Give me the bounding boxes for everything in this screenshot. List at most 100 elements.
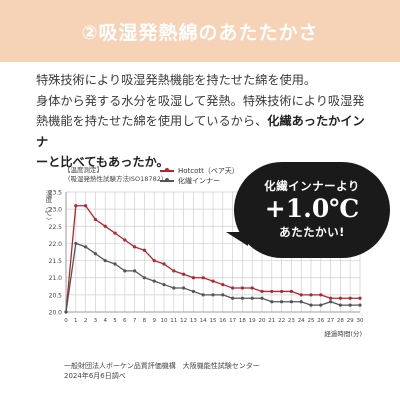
data-point-synthetic bbox=[289, 300, 293, 304]
source-line-2: 2024年6月6日調べ bbox=[64, 372, 126, 380]
data-point-hotcott bbox=[93, 217, 97, 222]
x-tick-label: 10 bbox=[161, 318, 168, 324]
data-point-hotcott bbox=[338, 296, 342, 300]
data-point-hotcott bbox=[113, 231, 117, 235]
data-point-hotcott bbox=[231, 286, 235, 290]
data-point-hotcott bbox=[250, 286, 254, 290]
intro-line-3-emphasis: 化繊あったかインナ bbox=[36, 114, 365, 149]
data-point-hotcott bbox=[260, 289, 264, 294]
x-tick-label: 5 bbox=[113, 318, 117, 324]
data-point-synthetic bbox=[250, 296, 254, 300]
x-tick-label: 3 bbox=[94, 318, 98, 324]
data-point-hotcott bbox=[84, 204, 88, 208]
data-point-synthetic bbox=[123, 269, 127, 273]
data-point-hotcott bbox=[270, 289, 274, 294]
data-point-synthetic bbox=[172, 286, 176, 290]
data-point-hotcott bbox=[162, 262, 166, 266]
x-tick-label: 11 bbox=[170, 318, 177, 324]
data-point-synthetic bbox=[93, 252, 97, 256]
x-tick-label: 24 bbox=[298, 318, 305, 324]
data-point-synthetic bbox=[113, 262, 117, 266]
x-tick-label: 18 bbox=[239, 318, 246, 324]
data-point-hotcott bbox=[103, 224, 107, 228]
data-point-synthetic bbox=[348, 303, 352, 307]
data-point-synthetic bbox=[64, 310, 68, 314]
intro-line-1: 特殊技術により吸湿発熱機能を持たせた綿を使用。 bbox=[36, 73, 317, 87]
x-tick-label: 22 bbox=[278, 318, 285, 324]
x-tick-label: 29 bbox=[347, 318, 354, 324]
x-tick-label: 20 bbox=[259, 318, 266, 324]
data-point-synthetic bbox=[84, 245, 88, 249]
x-tick-label: 8 bbox=[143, 318, 147, 324]
data-point-synthetic bbox=[74, 241, 78, 246]
legend-item-hotcott: Hotcott（ベア天） bbox=[160, 166, 239, 176]
x-tick-label: 23 bbox=[288, 318, 295, 324]
data-point-hotcott bbox=[329, 296, 333, 300]
data-point-synthetic bbox=[133, 269, 137, 273]
legend-swatch-synthetic bbox=[160, 178, 174, 182]
data-point-synthetic bbox=[152, 279, 156, 283]
callout-line-1: 化繊インナーより bbox=[264, 179, 360, 193]
data-point-synthetic bbox=[231, 296, 235, 300]
intro-line-4-emphasis: ーと比べてもあったか。 bbox=[36, 155, 169, 169]
data-point-synthetic bbox=[162, 282, 166, 287]
data-point-hotcott bbox=[201, 276, 205, 280]
measurement-note: 【温度測定】 （吸湿発熱性試験方法ISO18782） bbox=[64, 166, 184, 184]
data-point-hotcott bbox=[289, 289, 293, 294]
data-point-hotcott bbox=[133, 245, 137, 249]
x-tick-label: 1 bbox=[74, 318, 78, 324]
x-tick-label: 30 bbox=[357, 318, 364, 324]
test-source: 一般財団法人ボーケン品質評価機構 大阪機能性試験センター 2024年6月6日調べ bbox=[64, 361, 260, 381]
y-tick-label: 22.5 bbox=[49, 224, 63, 231]
x-tick-label: 25 bbox=[308, 318, 315, 324]
data-point-synthetic bbox=[142, 276, 146, 280]
data-point-hotcott bbox=[142, 248, 146, 252]
y-tick-label: 20.0 bbox=[49, 310, 63, 317]
data-point-synthetic bbox=[221, 293, 225, 297]
data-point-hotcott bbox=[280, 289, 284, 294]
data-point-hotcott bbox=[319, 293, 323, 297]
warmth-callout: 化繊インナーより +1.0℃ あたたかい! bbox=[234, 162, 390, 258]
x-tick-label: 21 bbox=[268, 318, 275, 324]
section-title: ②吸湿発熱綿のあたたかさ bbox=[81, 22, 319, 44]
data-point-synthetic bbox=[211, 293, 215, 297]
data-point-synthetic bbox=[240, 296, 244, 300]
legend-label-synthetic: 化繊インナー bbox=[178, 177, 220, 185]
data-point-hotcott bbox=[123, 238, 127, 242]
x-tick-label: 7 bbox=[133, 318, 137, 324]
data-point-synthetic bbox=[309, 303, 313, 307]
header-band bbox=[0, 0, 400, 62]
data-point-hotcott bbox=[211, 279, 215, 283]
y-tick-label: 21.0 bbox=[49, 275, 63, 282]
data-point-synthetic bbox=[358, 303, 362, 307]
x-tick-label: 0 bbox=[64, 318, 68, 324]
data-point-synthetic bbox=[338, 303, 342, 307]
measurement-method: （吸湿発熱性試験方法ISO18782） bbox=[64, 175, 168, 183]
callout-delta: +1.0℃ bbox=[264, 194, 360, 223]
x-tick-label: 12 bbox=[180, 318, 187, 324]
x-tick-label: 27 bbox=[327, 318, 334, 324]
intro-line-3-plain: 熱機能を持たせた綿を使用しているから、 bbox=[36, 114, 268, 128]
measurement-title: 【温度測定】 bbox=[64, 166, 103, 174]
data-point-synthetic bbox=[280, 300, 284, 304]
data-point-synthetic bbox=[329, 300, 333, 304]
data-point-hotcott bbox=[74, 204, 78, 208]
y-tick-label: 23.5 bbox=[49, 190, 63, 197]
y-axis-label: 温度（℃） bbox=[44, 189, 52, 224]
data-point-hotcott bbox=[299, 293, 303, 297]
source-line-1: 一般財団法人ボーケン品質評価機構 大阪機能性試験センター bbox=[64, 362, 260, 370]
data-point-synthetic bbox=[299, 300, 303, 304]
data-point-hotcott bbox=[309, 293, 313, 297]
intro-text: 特殊技術により吸湿発熱機能を持たせた綿を使用。 身体から発する水分を吸湿して発熱… bbox=[36, 70, 376, 173]
data-point-hotcott bbox=[240, 286, 244, 290]
intro-line-2: 身体から発する水分を吸湿して発熱。特殊技術により吸湿発 bbox=[36, 93, 365, 108]
y-tick-label: 22.0 bbox=[49, 241, 63, 248]
data-point-synthetic bbox=[319, 303, 323, 307]
x-tick-label: 13 bbox=[190, 318, 197, 324]
data-point-synthetic bbox=[201, 293, 205, 297]
legend-item-synthetic: 化繊インナー bbox=[160, 176, 239, 186]
data-point-hotcott bbox=[172, 269, 176, 273]
x-tick-label: 15 bbox=[210, 318, 217, 324]
y-tick-label: 21.5 bbox=[49, 258, 63, 265]
x-tick-label: 14 bbox=[200, 318, 207, 324]
